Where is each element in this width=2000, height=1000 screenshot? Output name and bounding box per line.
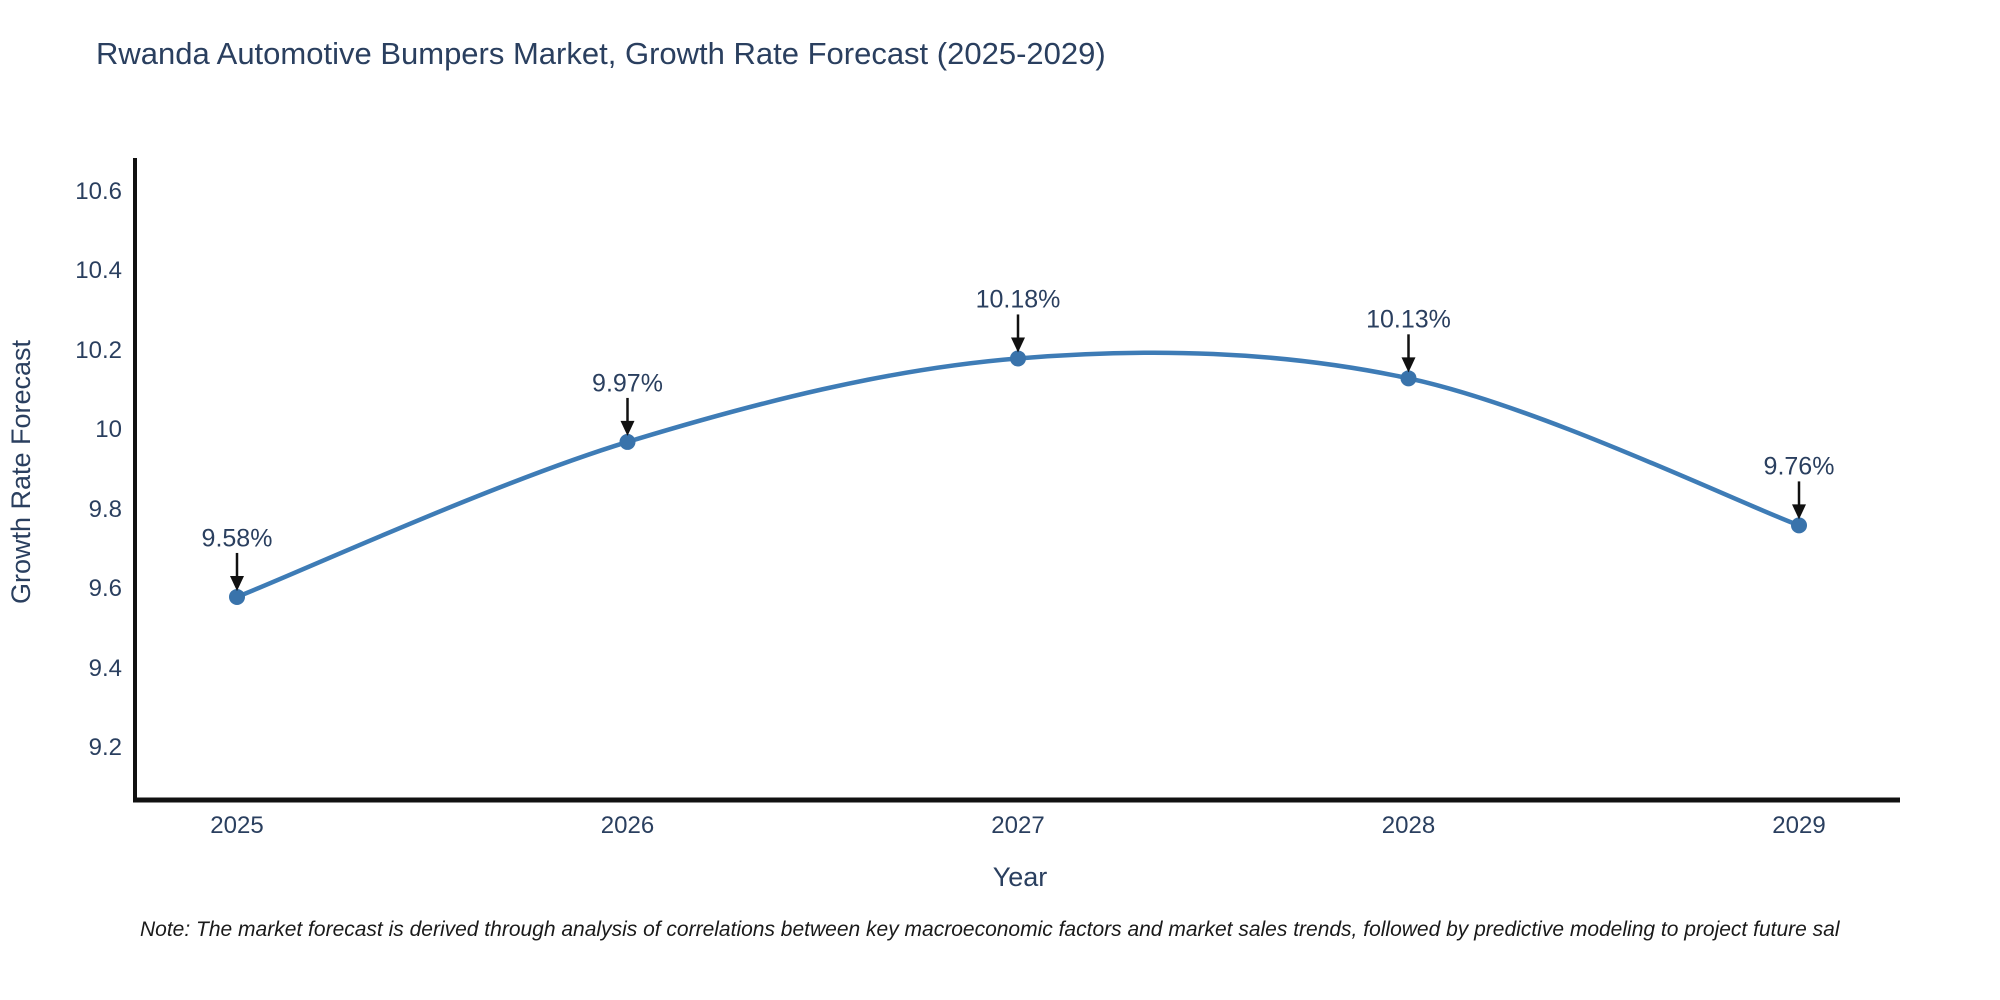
data-point-label: 9.76% bbox=[1763, 452, 1835, 481]
y-tick-label: 10.6 bbox=[75, 177, 122, 205]
x-tick-label: 2029 bbox=[1772, 812, 1826, 839]
data-point-marker bbox=[1010, 350, 1026, 367]
y-tick-label: 10.2 bbox=[75, 336, 122, 364]
data-point-marker bbox=[229, 588, 245, 605]
data-point-marker bbox=[619, 433, 636, 450]
y-tick-label: 9.4 bbox=[88, 654, 122, 682]
forecast-line bbox=[236, 350, 1800, 600]
chart-title: Rwanda Automotive Bumpers Market, Growth… bbox=[96, 36, 1106, 71]
data-point-label: 10.18% bbox=[975, 285, 1061, 314]
x-axis-title: Year bbox=[992, 862, 1048, 892]
data-point-marker bbox=[1791, 517, 1807, 534]
annotation-arrowhead bbox=[1401, 357, 1416, 373]
annotation-arrowhead bbox=[1792, 504, 1806, 520]
annotation-arrowhead bbox=[230, 575, 244, 591]
x-tick-label: 2028 bbox=[1381, 812, 1436, 839]
data-point-label: 10.13% bbox=[1366, 305, 1451, 334]
y-tick-label: 10 bbox=[95, 416, 122, 443]
data-point-label: 9.58% bbox=[201, 524, 273, 553]
x-tick-label: 2026 bbox=[600, 812, 655, 839]
y-tick-label: 10.4 bbox=[75, 257, 122, 284]
y-axis-title: Growth Rate Forecast bbox=[6, 339, 36, 605]
footnote: Note: The market forecast is derived thr… bbox=[140, 918, 1840, 941]
x-tick-label: 2025 bbox=[210, 812, 264, 839]
annotation-arrowhead bbox=[620, 420, 635, 436]
x-tick-label: 2027 bbox=[991, 812, 1045, 839]
y-tick-label: 9.6 bbox=[88, 575, 122, 602]
y-tick-label: 9.2 bbox=[88, 734, 122, 761]
data-point-label: 9.97% bbox=[592, 369, 663, 398]
y-tick-label: 9.8 bbox=[88, 495, 122, 523]
data-point-marker bbox=[1400, 370, 1417, 387]
annotation-arrowhead bbox=[1011, 337, 1025, 353]
